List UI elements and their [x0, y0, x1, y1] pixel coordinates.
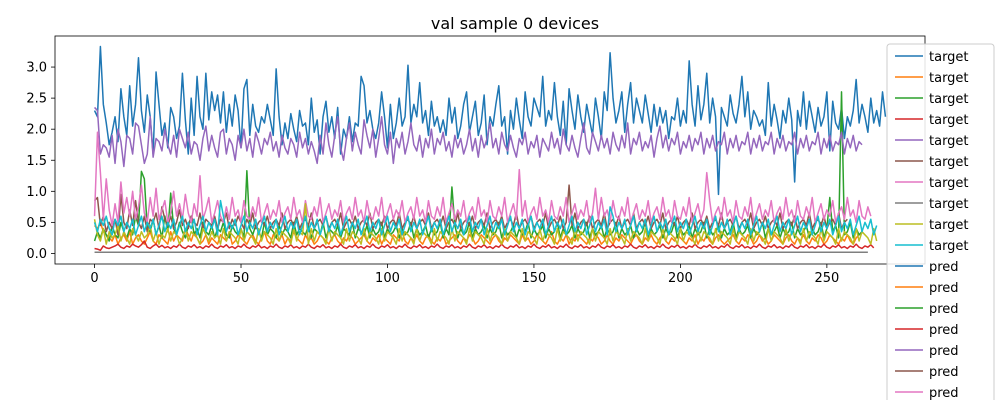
legend-entry-label: target	[929, 92, 969, 107]
legend-entry-label: pred	[929, 386, 959, 400]
series-line-target-8	[93, 202, 878, 245]
legend-entry-label: target	[929, 155, 969, 170]
series-layer	[93, 45, 887, 253]
series-line-target-4	[94, 106, 863, 168]
legend-entry-label: target	[929, 113, 969, 128]
y-tick-label: 1.5	[26, 154, 47, 169]
y-tick-label: 3.0	[26, 61, 47, 76]
legend-entry-label: pred	[929, 302, 959, 317]
legend-entry-label: target	[929, 50, 969, 65]
y-tick-label: 2.5	[26, 92, 47, 107]
y-tick-label: 0.0	[26, 247, 47, 262]
legend-entry-label: pred	[929, 281, 959, 296]
x-tick-label: 150	[522, 271, 547, 286]
legend-entry-label: target	[929, 134, 969, 149]
legend-entry-label: target	[929, 239, 969, 254]
x-tick-label: 50	[233, 271, 250, 286]
y-tick-label: 1.0	[26, 185, 47, 200]
y-tick-label: 0.5	[26, 216, 47, 231]
legend: target target target target target target targ…	[886, 43, 995, 400]
legend-entry-label: target	[929, 71, 969, 86]
y-tick-label: 2.0	[26, 123, 47, 138]
legend-entry-label: target	[929, 218, 969, 233]
legend-entry-label: pred	[929, 365, 959, 380]
legend-entry-label: pred	[929, 260, 959, 275]
x-tick-label: 200	[668, 271, 693, 286]
series-line-target-9	[93, 199, 878, 236]
chart-title: val sample 0 devices	[431, 14, 599, 33]
legend-box	[886, 43, 995, 400]
legend-entry-label: target	[929, 176, 969, 191]
legend-entry-label: pred	[929, 323, 959, 338]
x-tick-label: 0	[90, 271, 98, 286]
series-line-target-0	[93, 45, 887, 196]
x-tick-label: 100	[375, 271, 400, 286]
legend-entry-label: pred	[929, 344, 959, 359]
x-tick-label: 250	[814, 271, 839, 286]
legend-entry-label: target	[929, 197, 969, 212]
